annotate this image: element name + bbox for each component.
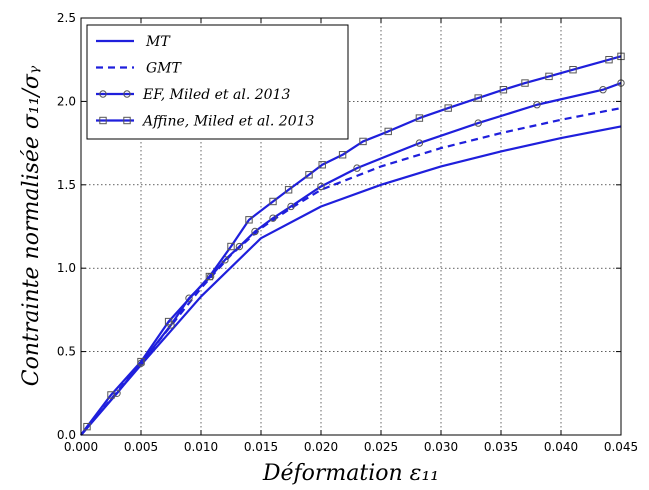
data-point: [83, 422, 91, 431]
data-point: [353, 164, 361, 172]
data-point: [205, 272, 214, 281]
legend-entry-ef-miled-et-al-2013: EF, Miled et al. 2013: [96, 87, 290, 103]
legend-label: EF, Miled et al. 2013: [142, 87, 290, 103]
y-tick-label: 1.0: [57, 261, 76, 275]
data-point: [164, 317, 173, 326]
data-point: [317, 182, 325, 191]
data-point: [474, 119, 482, 127]
data-point: [521, 79, 529, 87]
data-point: [185, 294, 193, 302]
x-tick-label: 0.035: [484, 440, 518, 454]
data-point: [415, 114, 424, 122]
data-point: [269, 214, 277, 222]
data-point: [251, 227, 259, 236]
y-axis-title: Contrainte normalisée σ₁₁/σᵧ: [19, 65, 44, 386]
data-point: [605, 56, 613, 64]
legend-entry-mt: MT: [96, 34, 171, 50]
data-point: [235, 242, 244, 251]
legend-marker: [99, 116, 107, 125]
data-point: [499, 86, 508, 94]
data-point: [599, 86, 607, 94]
y-tick-label: 2.5: [57, 11, 76, 25]
data-point: [569, 66, 577, 74]
data-point: [287, 202, 295, 211]
x-axis-title: Déformation ε₁₁: [262, 461, 439, 486]
series-line: [80, 55, 622, 436]
x-tick-label: 0.015: [244, 440, 278, 454]
data-point: [107, 391, 115, 399]
data-point: [359, 137, 367, 146]
data-point: [384, 127, 392, 136]
legend-marker: [123, 116, 131, 125]
legend: MT GMT EF, Miled et al. 2013 Affine, Miled …: [86, 24, 349, 140]
x-tick-label: 0.040: [544, 440, 578, 454]
x-tick-label: 0.025: [364, 440, 398, 454]
x-tick-label: 0.045: [604, 440, 638, 454]
legend-entry-affine-miled-et-al-2013: Affine, Miled et al. 2013: [96, 114, 315, 130]
ticks: 0.000 0.005 0.010 0.015 0.020 0.025 0.030 0.035…: [57, 11, 638, 454]
legend-label: MT: [145, 34, 171, 50]
y-tick-label: 0.5: [57, 345, 76, 359]
data-point: [415, 139, 424, 147]
data-point: [227, 242, 235, 251]
legend-label: Affine, Miled et al. 2013: [141, 114, 315, 130]
series-gmt: [80, 106, 622, 436]
legend-marker: [123, 90, 131, 98]
x-tick-label: 0.010: [184, 440, 218, 454]
legend-entry-gmt: GMT: [96, 61, 183, 77]
data-point: [533, 101, 541, 109]
data-point: [474, 94, 482, 102]
data-point: [318, 161, 326, 169]
series-layer: [80, 52, 625, 436]
y-tick-label: 1.5: [57, 178, 76, 192]
series-line: [80, 106, 622, 436]
series-affine-miled-et-al-2013: [80, 52, 625, 436]
data-point: [137, 357, 145, 366]
data-point: [269, 197, 277, 206]
series-mt: [80, 125, 622, 436]
data-point: [245, 216, 253, 224]
y-tick-label: 2.0: [57, 94, 76, 108]
y-tick-label: 0.0: [57, 428, 76, 442]
x-tick-label: 0.020: [304, 440, 338, 454]
legend-label: GMT: [146, 61, 183, 77]
x-tick-label: 0.005: [124, 440, 158, 454]
data-point: [444, 104, 452, 112]
legend-marker: [99, 90, 107, 98]
x-tick-label: 0.030: [424, 440, 458, 454]
series-line: [80, 82, 622, 436]
data-point: [305, 171, 313, 179]
data-point: [338, 151, 347, 159]
x-tick-label: 0.000: [64, 440, 98, 454]
series-line: [80, 125, 622, 436]
data-point: [284, 186, 293, 194]
plot-frame: [80, 17, 622, 436]
data-point: [545, 72, 553, 81]
